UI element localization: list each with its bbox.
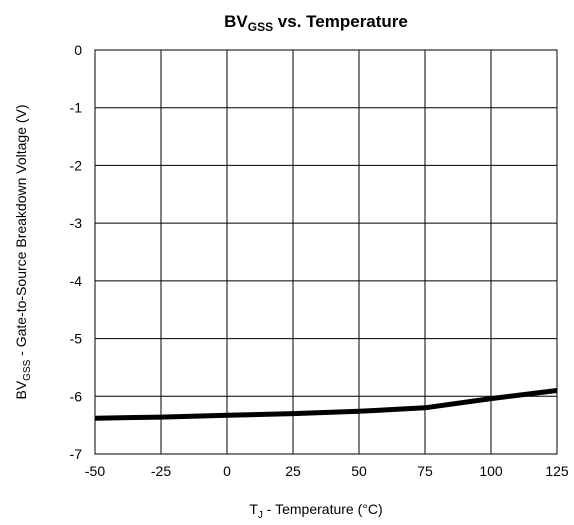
chart-title: BVGSS vs. Temperature	[224, 12, 408, 34]
series-line-0	[94, 388, 558, 421]
y-tick-label: 0	[74, 42, 82, 58]
x-tick-label: 25	[285, 463, 301, 479]
plot-area	[94, 49, 558, 455]
x-axis-label: TJ - Temperature (°C)	[249, 501, 382, 521]
x-tick-label: 75	[417, 463, 433, 479]
y-tick-label: -5	[70, 331, 83, 347]
y-tick-label: -1	[70, 100, 83, 116]
x-tick-label: 100	[479, 463, 503, 479]
y-tick-label: -3	[70, 215, 83, 231]
x-tick-label: -50	[85, 463, 105, 479]
x-tick-label: 50	[351, 463, 367, 479]
x-tick-label: -25	[151, 463, 171, 479]
series	[94, 388, 558, 421]
y-tick-label: -4	[70, 273, 83, 289]
x-tick-labels: -50 -25 0 25 50 75 100 125	[85, 463, 569, 479]
y-tick-label: -2	[70, 157, 83, 173]
grid	[95, 50, 557, 454]
x-tick-label: 0	[223, 463, 231, 479]
y-tick-label: -6	[70, 388, 83, 404]
x-tick-label: 125	[545, 463, 569, 479]
y-tick-label: -7	[70, 446, 83, 462]
y-axis-label: BVGSS - Gate-to-Source Breakdown Voltage…	[13, 104, 33, 399]
y-tick-labels: 0 -1 -2 -3 -4 -5 -6 -7	[70, 42, 83, 462]
